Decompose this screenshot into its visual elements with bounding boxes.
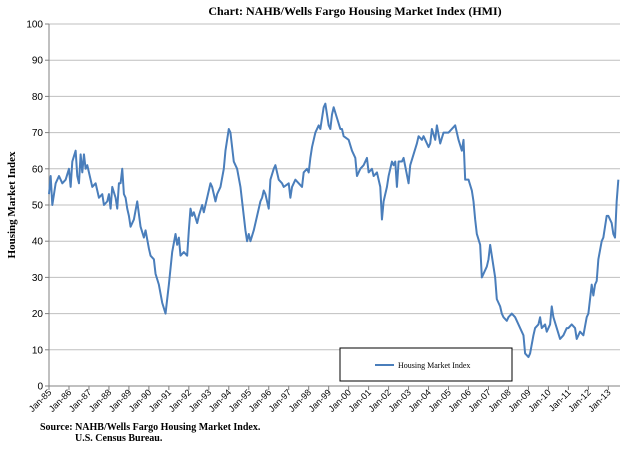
source-line-1: Source: NAHB/Wells Fargo Housing Market … [40, 422, 261, 433]
y-tick-label: 20 [32, 309, 44, 320]
legend-entry: Housing Market Index [398, 361, 470, 370]
y-axis-label: Housing Market Index [6, 151, 18, 258]
y-tick-label: 10 [32, 345, 44, 356]
legend: Housing Market Index [339, 347, 513, 382]
y-tick-label: 0 [37, 382, 43, 393]
source-line-2: U.S. Census Bureau. [75, 433, 163, 444]
y-tick-label: 30 [32, 273, 44, 284]
chart-title: Chart: NAHB/Wells Fargo Housing Market I… [208, 4, 501, 18]
series-line-hmi [48, 102, 620, 359]
y-tick-label: 60 [32, 164, 44, 175]
y-tick-label: 90 [32, 56, 44, 67]
y-tick-label: 40 [32, 237, 44, 248]
x-tick-label: Jan-10 [526, 387, 553, 414]
x-axis-ticks: Jan-85Jan-86Jan-87Jan-88Jan-89Jan-90Jan-… [27, 386, 613, 414]
y-tick-label: 80 [32, 92, 44, 103]
source-note: Source: NAHB/Wells Fargo Housing Market … [40, 422, 260, 444]
x-tick-label: Jan-13 [586, 387, 613, 414]
y-tick-label: 50 [32, 201, 44, 212]
legend-box [339, 347, 513, 382]
plot-area [48, 102, 620, 359]
gridlines [48, 23, 620, 387]
y-tick-label: 100 [26, 20, 43, 31]
y-axis-ticks: 0 10 20 30 40 50 60 70 80 90 100 [26, 20, 49, 393]
y-tick-label: 70 [32, 128, 44, 139]
